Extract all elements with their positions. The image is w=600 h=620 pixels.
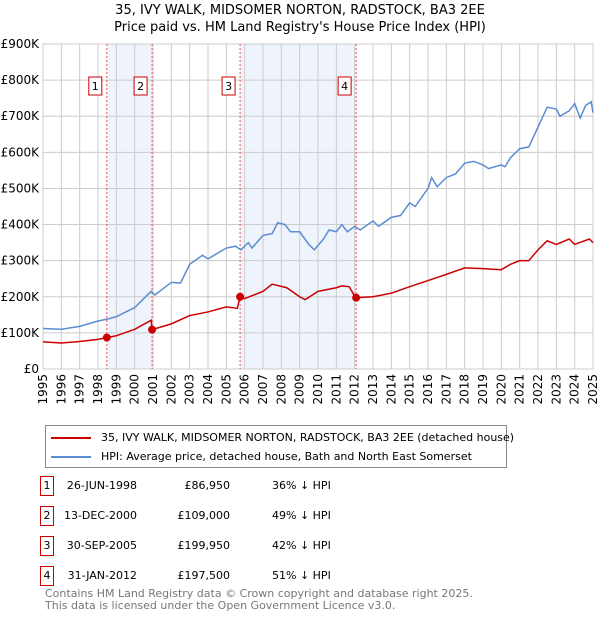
chart-subtitle: Price paid vs. HM Land Registry's House …: [114, 20, 486, 35]
sale-marker-label: 3: [225, 80, 232, 93]
legend-property-swatch: [51, 436, 91, 439]
footer-copyright: Contains HM Land Registry data © Crown c…: [45, 587, 473, 600]
x-tick-label: 2020: [494, 374, 508, 405]
x-tick-label: 1998: [91, 374, 105, 405]
sale-marker-box: [133, 76, 148, 96]
y-tick-label: £200K: [1, 290, 41, 304]
footer-licence: This data is licensed under the Open Gov…: [45, 598, 396, 612]
x-tick-label: 2014: [384, 374, 398, 405]
legend: 35, IVY WALK, MIDSOMER NORTON, RADSTOCK,…: [45, 425, 514, 468]
y-tick-label: £700K: [1, 109, 41, 123]
sale-number: 4: [40, 566, 54, 586]
x-tick-label: 2008: [274, 374, 288, 405]
legend-hpi-swatch: [51, 455, 91, 458]
x-tick-label: 2000: [128, 374, 142, 405]
sale-price: £109,000: [177, 509, 231, 522]
x-tick-label: 2018: [458, 374, 472, 405]
y-tick-label: £300K: [1, 254, 41, 268]
sale-date: 13-DEC-2000: [63, 509, 137, 522]
sale-marker-box: [337, 76, 352, 96]
y-tick-label: £0: [24, 362, 39, 376]
sale-date: 26-JUN-1998: [66, 479, 137, 492]
sale-number: 3: [40, 536, 54, 556]
sale-row: 1 26-JUN-1998 £86,950 36% ↓ HPI: [40, 476, 440, 496]
sale-date: 30-SEP-2005: [66, 539, 137, 552]
plot-border: [42, 43, 594, 370]
y-tick-label: £800K: [1, 73, 41, 87]
x-tick-label: 2006: [238, 374, 252, 405]
sale-price: £86,950: [184, 479, 231, 492]
x-tick-label: 2010: [311, 374, 325, 405]
x-tick-label: 2002: [164, 374, 178, 405]
x-tick-label: 2017: [439, 374, 453, 405]
property-line: [42, 238, 594, 344]
x-tick-label: 2019: [476, 374, 490, 405]
legend-hpi-label: HPI: Average price, detached house, Bath…: [101, 450, 472, 463]
sale-point: [352, 293, 361, 302]
x-tick-label: 2012: [348, 374, 362, 405]
sale-price: £199,950: [177, 539, 231, 552]
x-tick-label: 1996: [54, 374, 68, 405]
x-tick-label: 1999: [109, 374, 123, 405]
hpi-line: [42, 100, 594, 331]
x-tick-label: 2007: [256, 374, 270, 405]
sale-marker-label: 1: [92, 80, 99, 93]
y-tick-label: £400K: [1, 218, 41, 232]
x-tick-label: 2022: [531, 374, 545, 405]
x-tick-label: 2025: [586, 374, 600, 405]
sale-point: [236, 292, 245, 301]
sale-number: 1: [40, 476, 54, 496]
price-chart: 1995 1996 1997 1998 1999 2000 2001 2002 2003 2004…: [1, 37, 600, 405]
x-tick-label: 2024: [568, 374, 582, 405]
x-tick-label: 2004: [201, 374, 215, 405]
x-tick-label: 2003: [183, 374, 197, 405]
x-tick-label: 2005: [219, 374, 233, 405]
shaded-period: [106, 44, 153, 369]
sale-marker-box: [88, 76, 103, 96]
sale-marker-label: 2: [137, 80, 144, 93]
sale-point: [102, 333, 111, 342]
sale-hpi-diff: 42% ↓ HPI: [272, 539, 331, 552]
sale-marker-box: [221, 76, 236, 96]
x-tick-label: 2023: [549, 374, 563, 405]
sale-marker-label: 4: [341, 80, 348, 93]
x-tick-label: 2011: [329, 374, 343, 405]
sale-hpi-diff: 51% ↓ HPI: [272, 569, 331, 582]
sale-price: £197,500: [177, 569, 231, 582]
x-tick-label: 2013: [366, 374, 380, 405]
sale-hpi-diff: 36% ↓ HPI: [272, 479, 331, 492]
footer: Contains HM Land Registry data © Crown c…: [45, 588, 473, 611]
chart-title: 35, IVY WALK, MIDSOMER NORTON, RADSTOCK,…: [115, 3, 485, 18]
sale-date: 31-JAN-2012: [67, 569, 137, 582]
sale-number: 2: [40, 506, 54, 526]
sale-row: 4 31-JAN-2012 £197,500 51% ↓ HPI: [40, 566, 440, 586]
x-tick-label: 2015: [403, 374, 417, 405]
x-tick-label: 2009: [293, 374, 307, 405]
sale-row: 2 13-DEC-2000 £109,000 49% ↓ HPI: [40, 506, 440, 526]
x-tick-label: 2021: [513, 374, 527, 405]
legend-property-label: 35, IVY WALK, MIDSOMER NORTON, RADSTOCK,…: [101, 431, 515, 444]
x-tick-label: 1995: [36, 374, 50, 405]
x-tick-label: 1997: [73, 374, 87, 405]
y-tick-label: £500K: [1, 181, 41, 195]
y-tick-label: £900K: [1, 37, 41, 51]
sale-hpi-diff: 49% ↓ HPI: [272, 509, 331, 522]
x-tick-label: 2016: [421, 374, 435, 405]
y-tick-label: £600K: [1, 145, 41, 159]
y-tick-label: £100K: [1, 326, 41, 340]
sale-point: [148, 325, 157, 334]
x-tick-label: 2001: [146, 374, 160, 405]
sale-row: 3 30-SEP-2005 £199,950 42% ↓ HPI: [40, 536, 440, 556]
